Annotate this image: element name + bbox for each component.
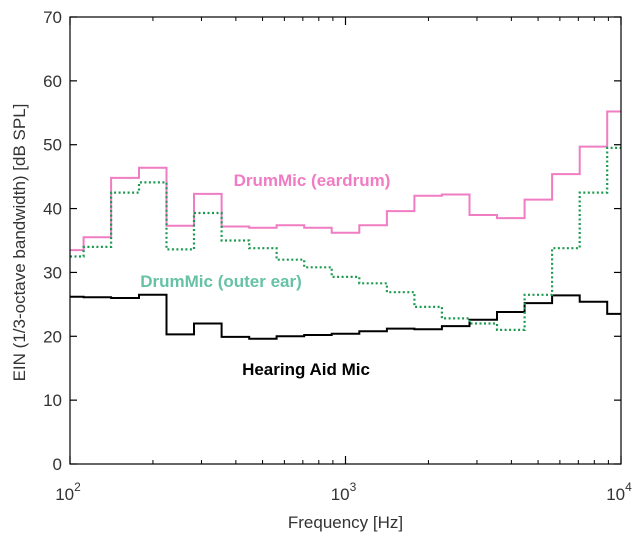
series-line [70,146,621,331]
y-tick-label: 70 [43,8,62,27]
y-tick-label: 20 [43,327,62,346]
y-tick-label: 60 [43,72,62,91]
x-tick-label: 102 [55,480,81,504]
x-tick-label-base: 10 [606,485,625,504]
y-tick-label: 0 [53,455,62,474]
y-tick-label: 40 [43,200,62,219]
x-axis-label: Frequency [Hz] [288,513,403,532]
axis-ticks [69,16,622,465]
x-tick-label-exponent: 3 [350,480,357,494]
y-tick-label: 30 [43,263,62,282]
series-label: DrumMic (outer ear) [140,272,302,291]
x-tick-label-base: 10 [55,485,74,504]
series-line [70,110,621,252]
x-tick-label-base: 10 [331,485,350,504]
x-tick-label: 103 [331,480,357,504]
plot-lines [70,110,621,340]
x-tick-label: 104 [606,480,632,504]
plot-area [69,16,622,465]
y-tick-label: 10 [43,391,62,410]
x-tick-label-exponent: 2 [74,480,81,494]
y-tick-label: 50 [43,136,62,155]
series-line [70,293,621,340]
series-label: DrumMic (eardrum) [234,171,391,190]
x-tick-label-exponent: 4 [625,480,632,494]
series-labels: DrumMic (eardrum) DrumMic (outer ear) Hear… [140,171,390,379]
y-axis-label: EIN (1/3-octave bandwidth) [dB SPL] [10,104,29,382]
series-label: Hearing Aid Mic [242,360,370,379]
